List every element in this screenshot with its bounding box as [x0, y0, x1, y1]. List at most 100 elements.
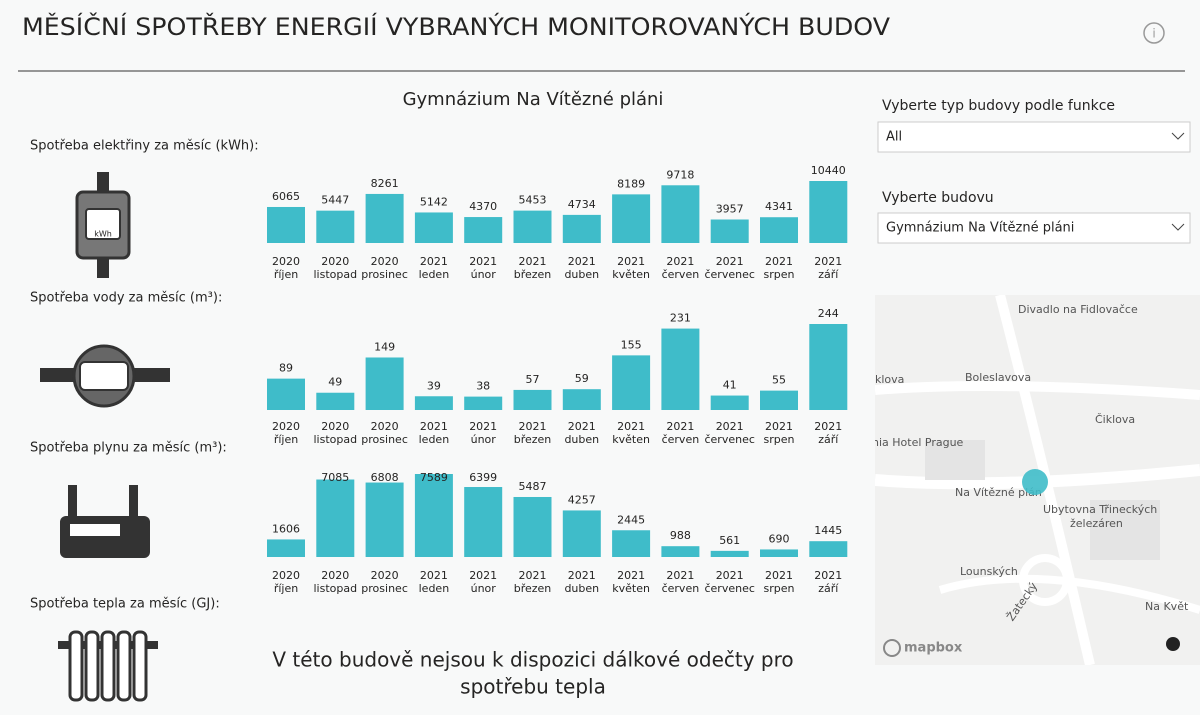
- data-label: 55: [772, 374, 786, 387]
- data-label: 5447: [321, 194, 349, 207]
- chart-title: Spotřeba elektřiny za měsíc (kWh):: [30, 139, 259, 154]
- data-label: 988: [670, 529, 691, 542]
- x-tick-label: 2021 červenec: [704, 569, 754, 595]
- map-label: Na Vítězné plán: [955, 486, 1042, 499]
- data-label: 561: [719, 534, 740, 547]
- x-tick-label: 2021 září: [814, 255, 842, 281]
- bar: [710, 550, 749, 557]
- chart-title: Spotřeba vody za měsíc (m³):: [30, 291, 222, 306]
- data-label: 10440: [811, 164, 846, 177]
- x-tick-label: 2020 říjen: [272, 569, 300, 595]
- x-tick-label: 2021 červenec: [704, 420, 754, 446]
- dropdown-arrow: [1171, 223, 1185, 231]
- dropdown-value: All: [886, 130, 902, 145]
- heat-message: V této budově nejsou k dispozici dálkové…: [272, 648, 793, 672]
- bar: [365, 193, 404, 243]
- data-label: 1445: [814, 524, 842, 537]
- x-tick-label: 2021 srpen: [764, 569, 795, 595]
- info-icon[interactable]: [1143, 22, 1165, 44]
- x-tick-label: 2021 duben: [564, 255, 599, 281]
- x-tick-label: 2020 prosinec: [361, 255, 408, 281]
- data-label: 6808: [371, 471, 399, 484]
- data-label: 38: [476, 380, 490, 393]
- x-tick-label: 2021 září: [814, 420, 842, 446]
- data-label: 4734: [568, 198, 596, 211]
- map-label: Lounských: [960, 565, 1018, 578]
- data-label: 57: [526, 373, 540, 386]
- page-title: MĚSÍČNÍ SPOTŘEBY ENERGIÍ VYBRANÝCH MONIT…: [22, 11, 891, 41]
- bar: [464, 396, 503, 410]
- bar: [414, 396, 453, 410]
- bar: [267, 206, 305, 243]
- x-tick-label: 2020 prosinec: [361, 569, 408, 595]
- data-label: 231: [670, 312, 691, 325]
- data-label: 49: [328, 376, 342, 389]
- data-label: 149: [374, 340, 395, 353]
- filter-label: Vyberte typ budovy podle funkce: [882, 98, 1115, 114]
- map-label: Ubytovna Třineckých: [1043, 503, 1157, 516]
- bar: [316, 210, 355, 243]
- bar: [809, 181, 848, 243]
- dropdown-arrow: [1171, 132, 1185, 140]
- data-label: 9718: [666, 168, 694, 181]
- x-tick-label: 2021 únor: [469, 255, 497, 281]
- bar: [562, 389, 601, 410]
- data-label: 1606: [272, 522, 300, 535]
- heat-icon: [58, 630, 158, 702]
- data-label: 244: [818, 307, 839, 320]
- data-label: 4370: [469, 200, 497, 213]
- bar: [562, 510, 601, 557]
- bar: [809, 324, 848, 410]
- data-label: 5453: [519, 194, 547, 207]
- dropdown[interactable]: [877, 121, 1191, 153]
- bar: [809, 541, 848, 557]
- x-tick-label: 2021 duben: [564, 569, 599, 595]
- svg-text:kWh: kWh: [94, 230, 112, 239]
- map-label: Čiklova: [1095, 413, 1135, 426]
- heat-title: Spotřeba tepla za měsíc (GJ):: [30, 597, 220, 612]
- bar: [316, 392, 355, 410]
- data-label: 690: [769, 532, 790, 545]
- x-tick-label: 2021 březen: [514, 255, 552, 281]
- map[interactable]: Divadlo na Fidlovačce Boleslavova klova …: [872, 295, 1200, 665]
- water-icon: [40, 344, 170, 408]
- bar: [710, 219, 749, 243]
- x-tick-label: 2021 červenec: [704, 255, 754, 281]
- x-tick-label: 2021 květen: [612, 569, 650, 595]
- bar: [760, 549, 798, 557]
- x-tick-label: 2020 listopad: [314, 420, 358, 446]
- x-tick-label: 2021 leden: [419, 420, 450, 446]
- x-tick-label: 2021 červen: [662, 569, 700, 595]
- map-label: nia Hotel Prague: [872, 436, 964, 449]
- data-label: 4257: [568, 493, 596, 506]
- map-label: Na Květ: [1145, 600, 1189, 613]
- x-tick-label: 2021 květen: [612, 255, 650, 281]
- x-tick-label: 2021 leden: [419, 569, 450, 595]
- data-label: 4341: [765, 200, 793, 213]
- data-label: 39: [427, 379, 441, 392]
- data-label: 3957: [716, 203, 744, 216]
- x-tick-label: 2021 březen: [514, 569, 552, 595]
- bar: [760, 390, 798, 410]
- x-tick-label: 2021 březen: [514, 420, 552, 446]
- map-label: klova: [875, 373, 904, 386]
- map-marker[interactable]: [1022, 469, 1048, 495]
- data-label: 8261: [371, 177, 399, 190]
- dropdown[interactable]: [877, 212, 1191, 244]
- info-icon-glyph: i: [1152, 27, 1155, 41]
- gas-icon: [60, 485, 150, 558]
- bar: [365, 482, 404, 557]
- data-label: 2445: [617, 513, 645, 526]
- bar: [612, 194, 651, 243]
- map-label: Divadlo na Fidlovačce: [1018, 303, 1138, 316]
- bar: [414, 212, 453, 243]
- bar: [661, 185, 700, 243]
- filter-label: Vyberte budovu: [882, 190, 994, 206]
- data-label: 5142: [420, 195, 448, 208]
- data-label: 41: [723, 379, 737, 392]
- bar: [464, 217, 503, 243]
- bar: [316, 479, 355, 557]
- x-tick-label: 2021 srpen: [764, 255, 795, 281]
- map-label: železáren: [1070, 517, 1123, 530]
